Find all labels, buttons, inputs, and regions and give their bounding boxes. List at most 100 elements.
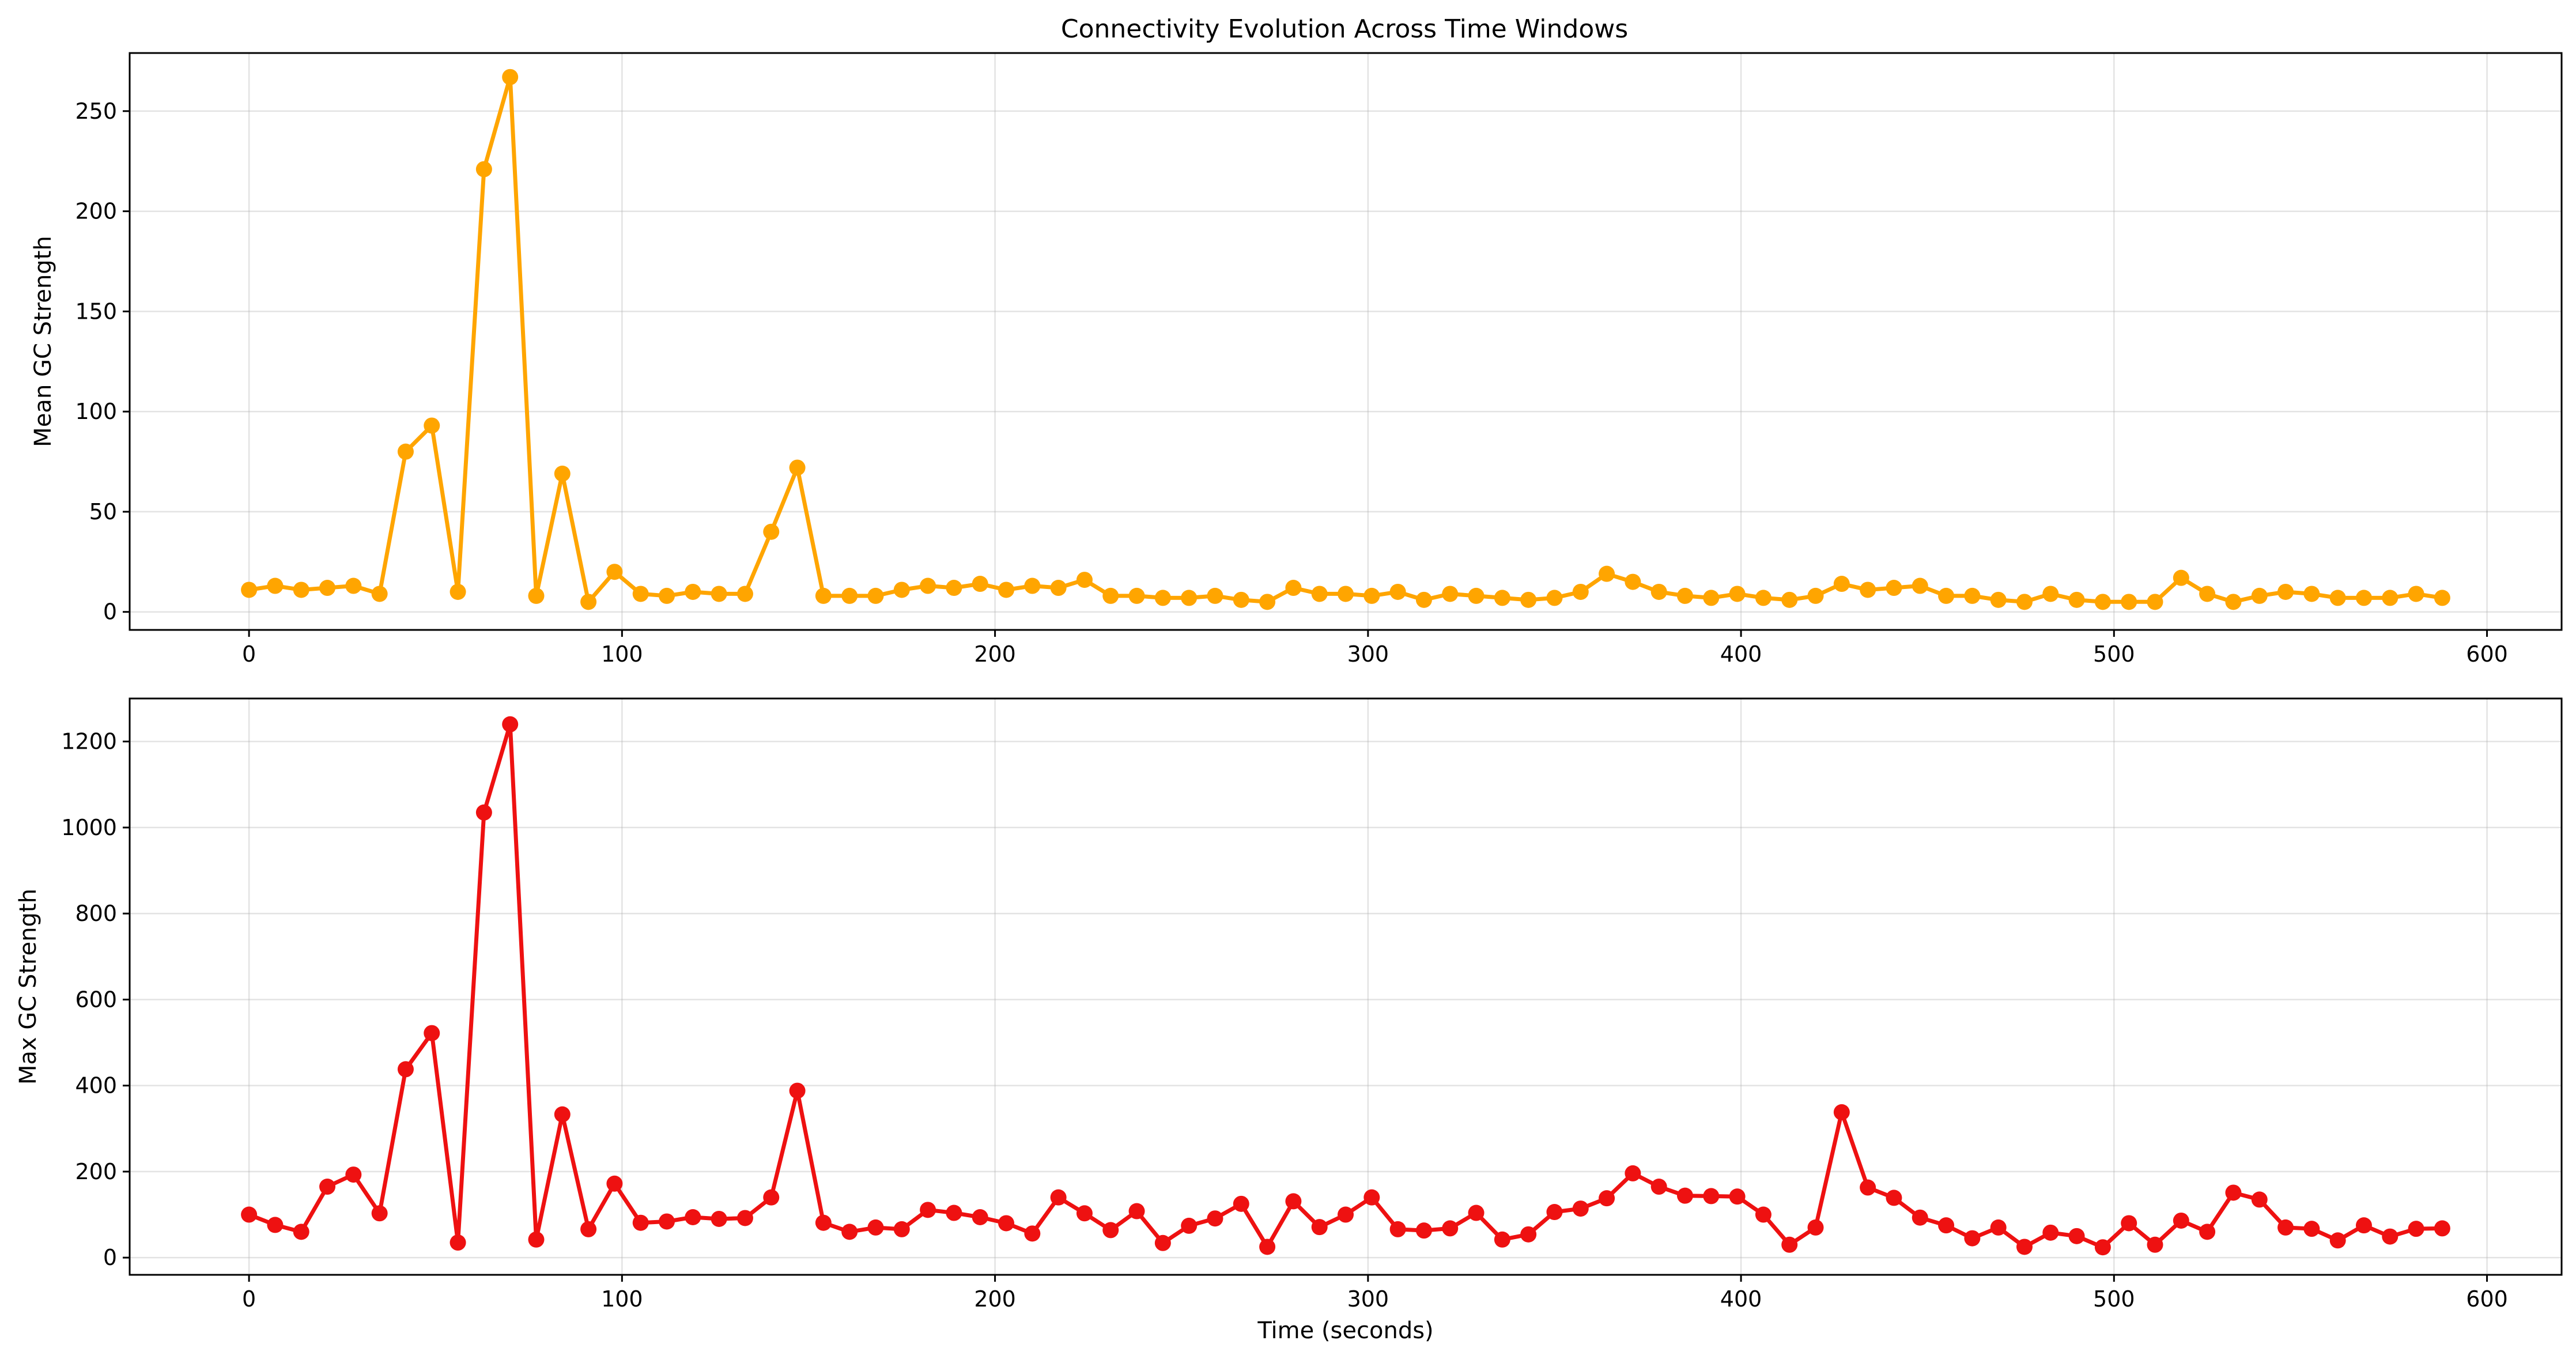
data-point: [1468, 587, 1485, 604]
data-point: [1912, 1209, 1928, 1226]
data-point: [397, 443, 414, 460]
data-point: [1259, 1239, 1276, 1255]
x-tick-label: 100: [601, 641, 643, 667]
data-point: [397, 1061, 414, 1078]
data-point: [2355, 590, 2372, 606]
data-point: [424, 1025, 440, 1041]
data-point: [946, 1205, 962, 1221]
data-point: [1860, 1179, 1876, 1196]
data-point: [1625, 573, 1641, 590]
x-tick-label: 600: [2466, 1286, 2508, 1312]
data-point: [267, 1217, 284, 1233]
data-point: [1650, 583, 1667, 600]
data-point: [1415, 591, 1432, 608]
y-tick-label: 600: [75, 987, 117, 1012]
data-point: [1389, 583, 1406, 600]
data-point: [1338, 1206, 1354, 1223]
data-point: [2303, 1221, 2320, 1237]
data-point: [2251, 587, 2268, 604]
y-tick-label: 200: [75, 199, 117, 224]
mean-gc-panel: Connectivity Evolution Across Time Windo…: [30, 14, 2563, 667]
x-tick-label: 500: [2093, 641, 2135, 667]
x-tick-label: 100: [601, 1286, 643, 1312]
data-point: [2068, 1228, 2085, 1244]
x-tick-label: 200: [974, 1286, 1016, 1312]
max-gc-panel: 0 100 200 300 400 500 600 0 200 400 600 800 1000 1200…: [15, 697, 2563, 1344]
data-point: [1964, 587, 1981, 604]
data-point: [2121, 594, 2137, 610]
data-point: [241, 582, 258, 598]
data-point: [2408, 586, 2424, 602]
data-point: [789, 459, 806, 476]
data-point: [241, 1206, 258, 1223]
data-point: [2355, 1217, 2372, 1234]
data-point: [2042, 586, 2059, 602]
x-tick-label: 0: [242, 641, 256, 667]
data-point: [2434, 590, 2450, 606]
y-tick-label: 250: [75, 99, 117, 124]
data-point: [580, 1221, 597, 1237]
data-point: [2382, 1228, 2399, 1245]
data-point: [815, 1214, 832, 1231]
data-point: [424, 417, 440, 434]
data-point: [1886, 1190, 1902, 1206]
x-axis-label: Time (seconds): [1257, 1317, 1433, 1344]
data-point: [319, 1179, 336, 1195]
data-point: [2434, 1220, 2450, 1237]
data-point: [1625, 1165, 1641, 1181]
y-tick-label: 200: [75, 1159, 117, 1184]
data-point: [1599, 1190, 1615, 1207]
data-point: [580, 594, 597, 610]
data-point: [920, 577, 936, 594]
data-point: [2016, 594, 2033, 610]
y-tick-label: 0: [103, 1245, 117, 1270]
data-point: [1468, 1205, 1485, 1221]
y-tick-label: 400: [75, 1073, 117, 1098]
mean-gc-grid: [130, 53, 2562, 630]
data-point: [763, 1189, 780, 1206]
data-point: [711, 586, 727, 602]
data-point: [1599, 565, 1615, 582]
data-point: [1494, 590, 1510, 606]
data-point: [2199, 1224, 2216, 1240]
data-point: [502, 716, 519, 733]
chart-title: Connectivity Evolution Across Time Windo…: [1061, 14, 1628, 44]
data-point: [2329, 590, 2346, 606]
data-point: [371, 1205, 388, 1222]
data-point: [1860, 582, 1876, 598]
data-point: [1415, 1222, 1432, 1239]
y-tick-label: 1000: [61, 815, 117, 840]
data-point: [1990, 1219, 2007, 1236]
data-point: [1729, 586, 1746, 602]
data-point: [1050, 580, 1067, 596]
data-point: [867, 587, 884, 604]
data-point: [1729, 1188, 1746, 1205]
data-point: [841, 587, 858, 604]
data-point: [632, 586, 649, 602]
data-point: [528, 587, 545, 604]
data-point: [998, 582, 1015, 598]
x-tick-label: 200: [974, 641, 1016, 667]
data-point: [920, 1202, 936, 1218]
data-point: [1076, 572, 1093, 588]
data-point: [1546, 590, 1563, 606]
data-point: [319, 580, 336, 596]
data-point: [2068, 591, 2085, 608]
data-point: [1755, 1206, 1772, 1223]
data-point: [2329, 1232, 2346, 1249]
data-point: [659, 1213, 675, 1230]
data-point: [2147, 594, 2163, 610]
data-point: [659, 587, 675, 604]
data-point: [1755, 590, 1772, 606]
data-point: [1259, 594, 1276, 610]
data-point: [815, 587, 832, 604]
data-point: [606, 564, 623, 580]
data-point: [946, 580, 962, 596]
data-point: [2225, 1184, 2242, 1201]
data-point: [345, 577, 362, 594]
data-point: [1050, 1189, 1067, 1206]
data-point: [1520, 1226, 1537, 1243]
data-point: [1207, 587, 1223, 604]
data-point: [1938, 1217, 1955, 1234]
data-point: [528, 1231, 545, 1248]
